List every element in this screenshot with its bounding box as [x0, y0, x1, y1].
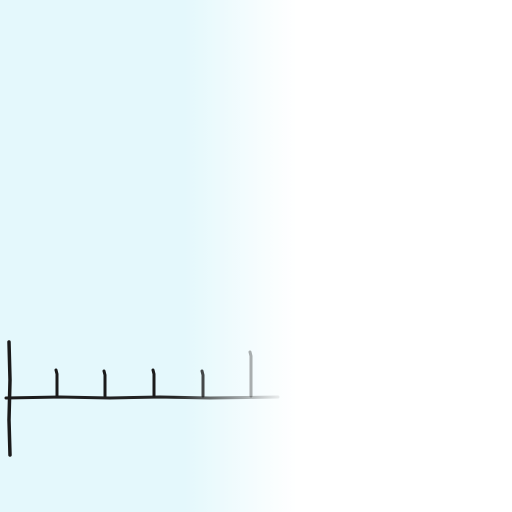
- ruler-tick: [102, 369, 107, 398]
- ruler-origin-bar: [7, 340, 12, 457]
- ruler-tick: [54, 368, 59, 398]
- ruler-baseline: [4, 395, 280, 400]
- ruler-group: [4, 340, 280, 457]
- ruler-tick: [200, 369, 205, 398]
- ruler-tick: [151, 368, 156, 398]
- ruler-tick: [248, 350, 253, 398]
